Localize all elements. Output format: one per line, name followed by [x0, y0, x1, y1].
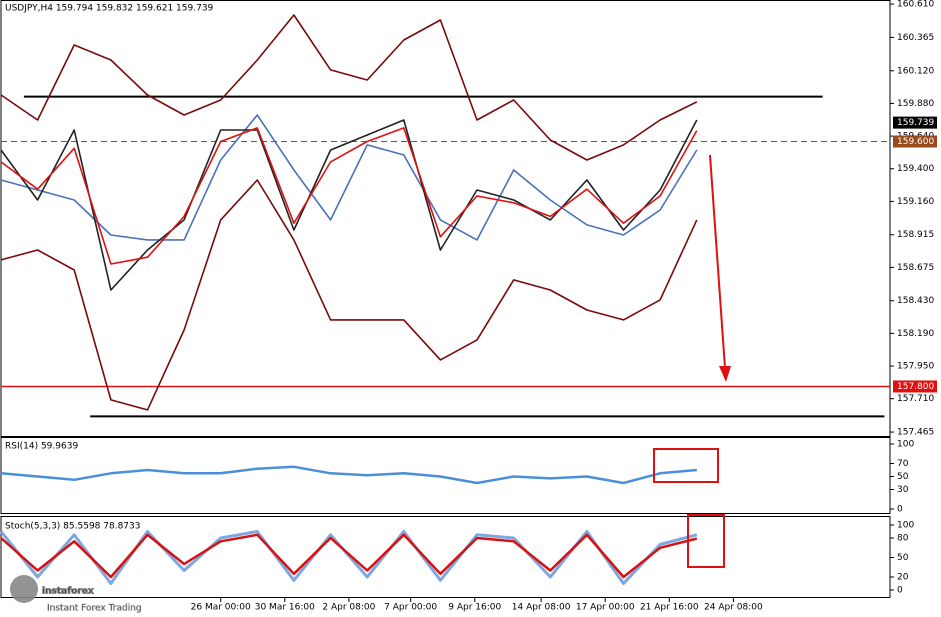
y-tick-label: 157.710 — [897, 394, 934, 404]
x-tick-label: 30 Mar 16:00 — [255, 603, 315, 613]
y-tick-label: 158.430 — [897, 296, 934, 306]
price-tag-label: 159.739 — [897, 118, 934, 128]
brand: instaforex — [42, 587, 94, 597]
y-tick-label: 70 — [897, 459, 909, 469]
main-title: USDJPY,H4 159.794 159.832 159.621 159.73… — [5, 4, 214, 14]
y-tick-label: 160.365 — [897, 33, 934, 43]
y-tick-label: 0 — [897, 505, 903, 515]
series-line — [0, 127, 698, 265]
y-tick-label: 159.400 — [897, 164, 934, 174]
y-tick-label: 157.950 — [897, 362, 934, 372]
y-tick-label: 160.610 — [897, 0, 934, 10]
y-tick-label: 159.160 — [897, 197, 934, 207]
y-tick-label: 20 — [897, 573, 909, 583]
y-tick-label: 158.675 — [897, 263, 934, 273]
y-tick-label: 80 — [897, 534, 909, 544]
y-tick-label: 0 — [897, 586, 903, 596]
series-line — [0, 119, 698, 291]
price-tag-label: 157.800 — [897, 382, 934, 392]
arrow-head — [719, 366, 731, 382]
y-tick-label: 157.465 — [897, 428, 934, 438]
x-tick-label: 17 Apr 00:00 — [576, 603, 635, 613]
x-tick-label: 24 Apr 08:00 — [704, 603, 763, 613]
x-tick-label: 9 Apr 16:00 — [448, 603, 501, 613]
y-tick-label: 158.190 — [897, 329, 934, 339]
rsi-title: RSI(14) 59.9639 — [5, 442, 78, 452]
price-tag — [893, 116, 937, 129]
series-line — [0, 179, 698, 411]
main-frame — [0, 0, 891, 437]
series-line — [0, 114, 698, 241]
stoch-title: Stoch(5,3,3) 85.5598 78.8733 — [5, 522, 140, 532]
y-tick-label: 160.120 — [897, 66, 934, 76]
x-tick-label: 26 Mar 00:00 — [191, 603, 251, 613]
x-tick-label: 21 Apr 16:00 — [640, 603, 699, 613]
y-tick-label: 159.880 — [897, 99, 934, 109]
x-tick-label: 2 Apr 08:00 — [322, 603, 375, 613]
watermark: instaforex Instant Forex Trading — [10, 575, 142, 614]
y-tick-label: 158.915 — [897, 230, 934, 240]
price-tag — [893, 135, 937, 148]
rsi-frame — [0, 437, 891, 514]
x-tick-label: 7 Apr 00:00 — [384, 603, 437, 613]
series-line — [0, 465, 697, 485]
y-tick-label: 50 — [897, 472, 909, 482]
y-tick-label: 50 — [897, 553, 909, 563]
y-tick-label: 100 — [897, 521, 914, 531]
rsi-highlight — [653, 448, 719, 483]
y-tick-label: 100 — [897, 440, 914, 450]
y-tick-label: 30 — [897, 485, 909, 495]
tagline: Instant Forex Trading — [47, 604, 142, 614]
series-line — [0, 533, 698, 579]
price-tag — [893, 380, 937, 393]
forecast-arrow — [709, 154, 726, 369]
price-tag-label: 159.600 — [897, 137, 934, 147]
stoch-highlight — [687, 514, 725, 568]
logo — [10, 575, 38, 603]
series-line — [0, 14, 698, 161]
x-tick-label: 14 Apr 08:00 — [512, 603, 571, 613]
